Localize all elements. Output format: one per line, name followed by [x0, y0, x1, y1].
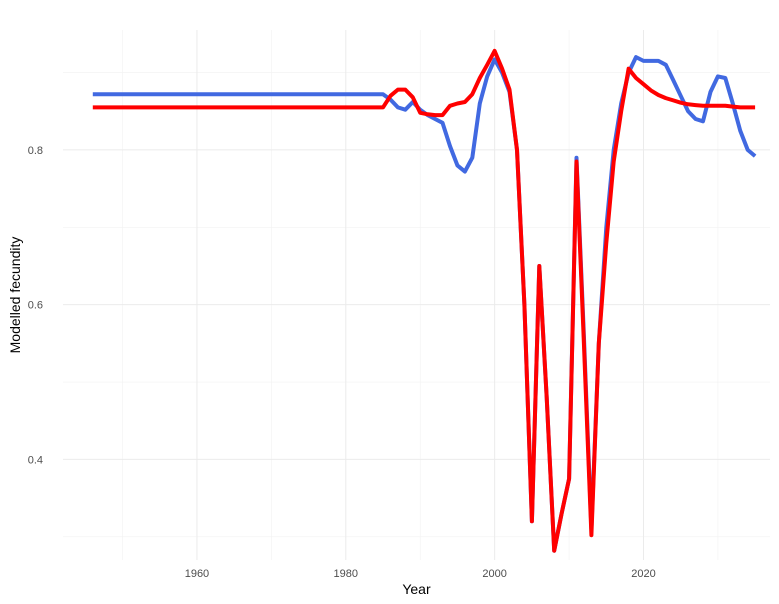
x-axis-title: Year [402, 581, 431, 597]
series-line-1 [92, 55, 757, 553]
x-tick-label: 2020 [631, 568, 655, 580]
y-axis-ticks: 0.4 0.6 0.8 [28, 145, 43, 466]
y-tick-label: 0.8 [28, 145, 43, 157]
x-axis-ticks: 1960 1980 2000 2020 [185, 568, 656, 580]
series-group [92, 48, 757, 553]
y-tick-label: 0.6 [28, 300, 43, 312]
grid [63, 30, 770, 560]
x-tick-label: 1960 [185, 568, 209, 580]
y-axis-title: Modelled fecundity [7, 237, 23, 354]
series-line-2 [92, 48, 756, 553]
y-tick-label: 0.4 [28, 454, 43, 466]
x-tick-label: 1980 [334, 568, 358, 580]
x-tick-label: 2000 [482, 568, 506, 580]
